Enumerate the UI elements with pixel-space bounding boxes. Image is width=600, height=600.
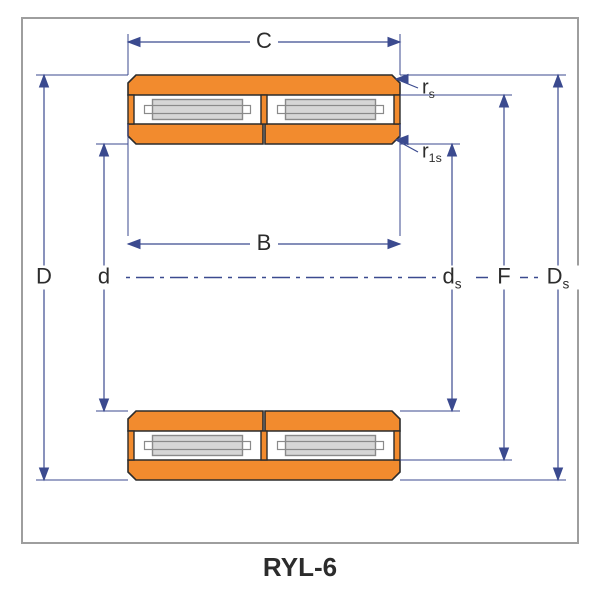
bearing-diagram: DddsFDsCBrsr1sRYL-6 [0, 0, 600, 600]
svg-text:rs: rs [422, 76, 435, 101]
svg-text:d: d [98, 263, 110, 288]
svg-text:B: B [257, 230, 272, 255]
svg-text:F: F [497, 263, 510, 288]
diagram-title: RYL-6 [263, 552, 337, 582]
svg-text:D: D [36, 263, 52, 288]
svg-text:C: C [256, 28, 272, 53]
